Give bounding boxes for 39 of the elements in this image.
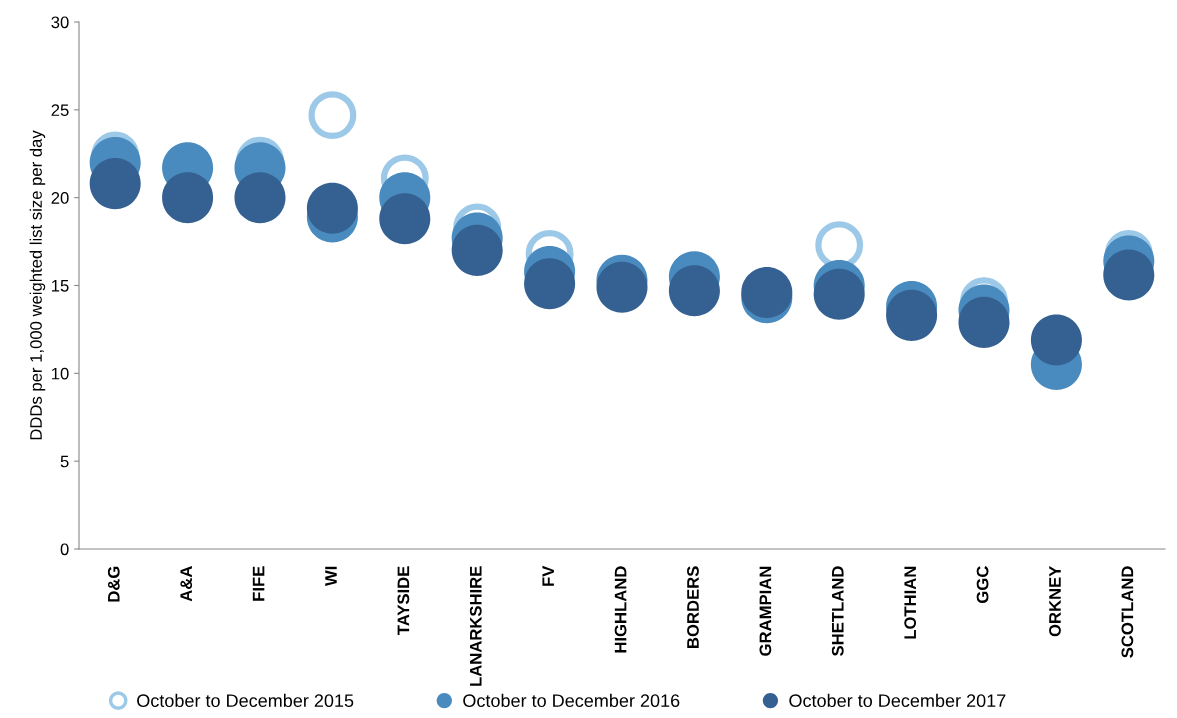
x-tick-label: HIGHLAND [614,566,627,653]
x-tick-label: FV [542,565,554,586]
point [1030,314,1082,366]
point [308,91,357,140]
point [524,258,576,310]
y-tick-label: 30 [51,16,69,29]
x-tick-label: LANARKSHIRE [469,566,482,686]
y-tick-label: 25 [51,104,69,117]
x-tick-label: SHETLAND [831,566,844,656]
x-tick-label: SCOTLAND [1121,566,1134,658]
point [668,265,720,317]
point [813,268,865,320]
x-tick-label: A&A [180,566,193,602]
point [162,172,214,224]
x-tick-label: TAYSIDE [397,566,410,635]
y-tick-label: 15 [52,280,69,292]
x-tick-label: FIFE [252,566,265,601]
y-tick-label: 0 [60,543,69,556]
x-tick-label: D&G [107,566,120,602]
legend-label: October to December 2016 [463,693,680,708]
x-tick-label: BORDERS [687,566,699,648]
point [596,261,648,313]
point [306,182,358,234]
x-tick-label: LOTHIAN [904,566,917,639]
y-tick-label: 5 [60,455,69,468]
point [958,296,1010,348]
y-tick-label: 20 [51,192,69,204]
point [886,289,938,341]
point [379,193,431,245]
point [451,224,503,276]
x-tick-label: GRAMPIAN [759,566,772,656]
legend-label: October to December 2015 [137,693,354,708]
legend-label: October to December 2017 [789,693,1006,708]
point [234,172,286,224]
x-tick-label: WI [325,566,337,587]
x-tick-label: ORKNEY [1049,565,1061,637]
y-axis-title: DDDs per 1,000 weighted list size per day [29,130,46,440]
x-tick-label: GGC [976,566,989,603]
y-tick-label: 10 [52,367,69,380]
